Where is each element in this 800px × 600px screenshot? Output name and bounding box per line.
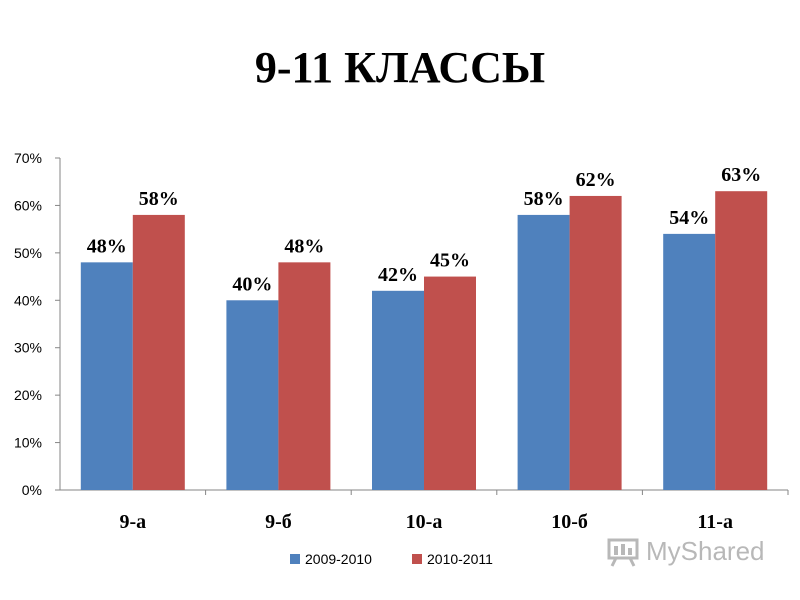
x-tick-label: 9-б [265, 511, 292, 533]
bar [663, 233, 716, 490]
y-tick-label: 60% [14, 197, 42, 213]
data-label: 48% [87, 235, 127, 257]
bar [80, 262, 133, 490]
data-label: 42% [378, 264, 418, 286]
y-tick-label: 10% [14, 435, 42, 451]
bar [517, 214, 570, 490]
data-label: 40% [232, 273, 272, 295]
x-tick-label: 11-а [697, 511, 733, 533]
bar [132, 214, 185, 490]
bar [569, 195, 622, 490]
x-tick-label: 9-а [119, 511, 146, 533]
data-label: 62% [576, 169, 616, 191]
bar [424, 276, 476, 490]
y-tick-label: 70% [14, 150, 42, 166]
x-tick-label: 10-б [551, 511, 588, 533]
data-label: 63% [721, 164, 761, 186]
y-tick-label: 30% [14, 340, 42, 356]
y-tick-label: 40% [14, 292, 42, 308]
y-tick-label: 50% [14, 245, 42, 261]
y-tick-label: 0% [22, 482, 42, 498]
data-label: 45% [430, 250, 470, 272]
legend-swatch [412, 554, 422, 564]
data-label: 48% [284, 235, 324, 257]
legend-swatch [290, 554, 300, 564]
bar [715, 191, 768, 490]
presentation-board-icon [607, 538, 639, 567]
legend-label: 2010-2011 [427, 551, 493, 567]
bar [372, 290, 424, 490]
bar [226, 300, 279, 490]
chart-title: 9-11 КЛАССЫ [254, 43, 546, 92]
data-label: 58% [139, 188, 179, 210]
bar [278, 262, 331, 490]
data-label: 58% [524, 188, 564, 210]
data-label: 54% [669, 207, 709, 229]
watermark: MyShared [606, 536, 765, 567]
legend-label: 2009-2010 [305, 551, 372, 567]
watermark-text: MyShared [646, 536, 765, 566]
y-tick-label: 20% [14, 387, 42, 403]
x-tick-label: 10-а [406, 511, 443, 533]
